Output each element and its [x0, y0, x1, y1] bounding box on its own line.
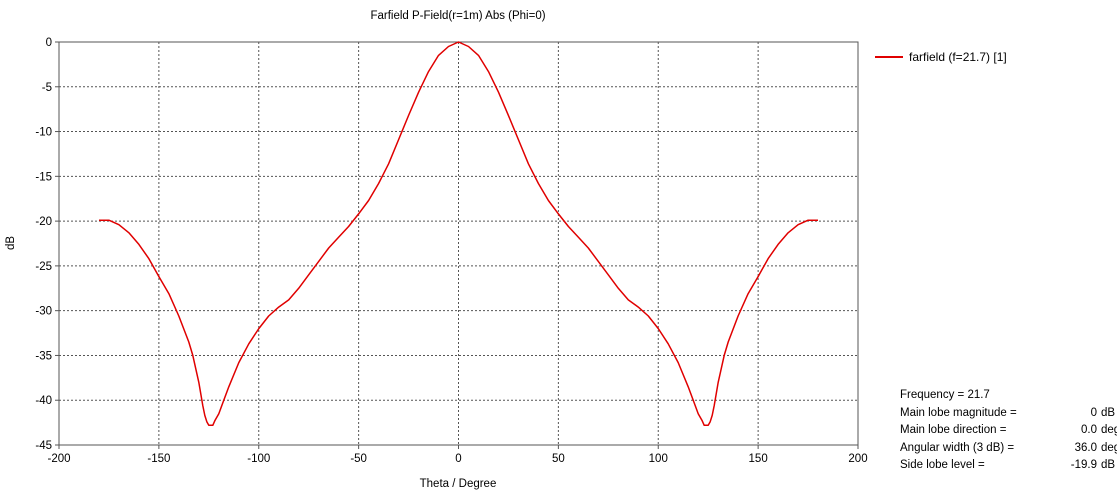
x-tick-label: 150 — [749, 453, 768, 465]
info-value: 0.0 — [1081, 424, 1097, 437]
y-tick-label: -15 — [35, 171, 52, 183]
series-line-0 — [99, 41, 818, 427]
y-axis-label: dB — [5, 236, 17, 250]
info-row-angular-width: Angular width (3 dB) = 36.0 deg. — [900, 440, 1117, 458]
y-tick-label: -35 — [35, 350, 52, 362]
info-value: -19.9 — [1070, 459, 1097, 472]
y-tick-label: -45 — [35, 440, 52, 452]
y-tick-label: 0 — [46, 37, 52, 49]
x-tick-label: -200 — [47, 453, 70, 465]
y-tick-label: -25 — [35, 261, 52, 273]
legend-swatch — [875, 56, 903, 58]
info-label: Angular width (3 dB) = — [900, 441, 1015, 454]
x-tick-label: -50 — [350, 453, 367, 465]
x-tick-label: 200 — [848, 453, 867, 465]
x-tick-label: -150 — [147, 453, 170, 465]
info-row-side-lobe-level: Side lobe level = -19.9 dB — [900, 457, 1117, 475]
chart-title: Farfield P-Field(r=1m) Abs (Phi=0) — [370, 10, 545, 22]
info-unit: dB — [1101, 406, 1116, 419]
y-tick-label: -5 — [42, 82, 52, 94]
y-tick-label: -20 — [35, 216, 52, 228]
info-row-main-lobe-magnitude: Main lobe magnitude = 0 dB — [900, 405, 1117, 423]
x-tick-label: 0 — [455, 453, 461, 465]
x-tick-label: 100 — [649, 453, 668, 465]
series-layer — [99, 41, 818, 427]
y-tick-label: -10 — [35, 127, 52, 139]
info-label: Frequency = 21.7 — [900, 389, 990, 401]
info-unit: deg. — [1101, 424, 1117, 437]
info-label: Side lobe level = — [900, 459, 985, 472]
farfield-info-panel: Frequency = 21.7 Main lobe magnitude = 0… — [900, 387, 1117, 475]
x-axis-label: Theta / Degree — [420, 478, 497, 490]
grid-lines — [59, 42, 858, 445]
legend: farfield (f=21.7) [1] — [875, 47, 1007, 67]
legend-label: farfield (f=21.7) [1] — [909, 50, 1007, 64]
info-unit: dB — [1101, 459, 1116, 472]
info-row-frequency: Frequency = 21.7 — [900, 387, 1117, 405]
x-tick-label: 50 — [552, 453, 565, 465]
info-unit: deg. — [1101, 441, 1117, 454]
y-axis-ticks: 0 -5 -10 -15 -20 -25 -30 -35 -40 -45 — [35, 37, 59, 452]
info-row-main-lobe-direction: Main lobe direction = 0.0 deg. — [900, 422, 1117, 440]
info-value: 0 — [1090, 406, 1097, 419]
info-label: Main lobe direction = — [900, 424, 1007, 437]
y-tick-label: -30 — [35, 306, 52, 318]
info-label: Main lobe magnitude = — [900, 406, 1017, 419]
x-axis-ticks: -200 -150 -100 -50 0 50 100 150 200 — [47, 445, 868, 465]
y-tick-label: -40 — [35, 395, 52, 407]
x-tick-label: -100 — [247, 453, 270, 465]
info-value: 36.0 — [1074, 441, 1097, 454]
